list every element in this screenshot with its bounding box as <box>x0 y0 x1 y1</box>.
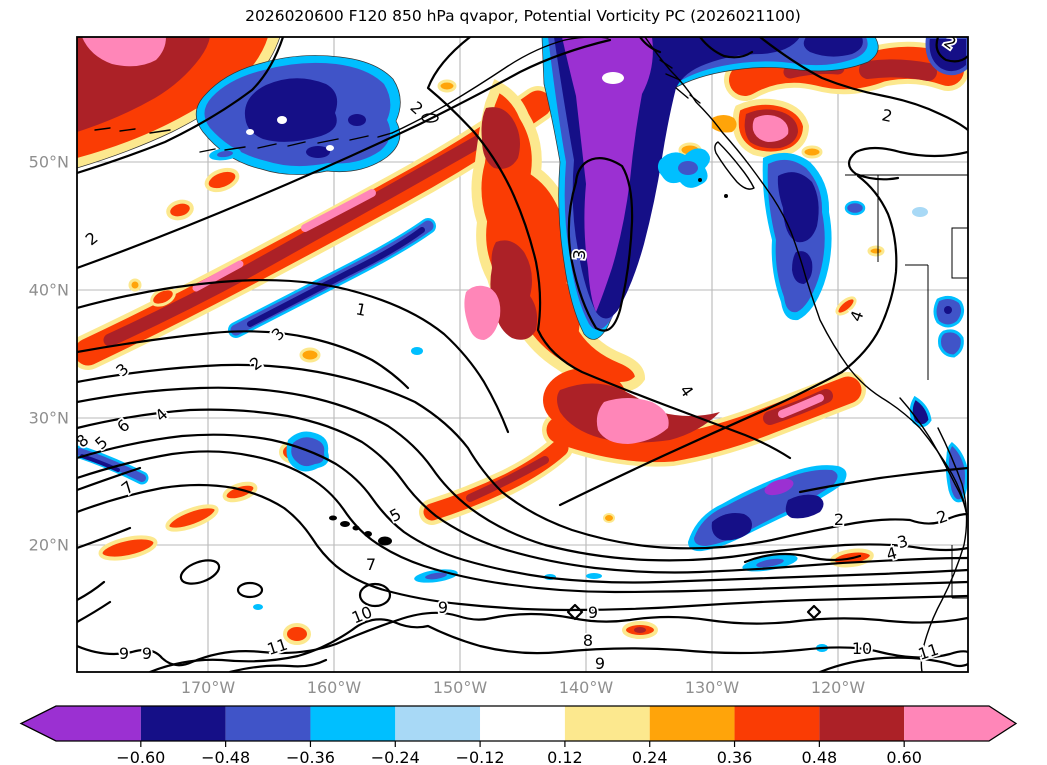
colorbar-tick-label: 0.60 <box>886 748 922 765</box>
shaded-region-purple-negative-band <box>541 37 879 340</box>
colorbar-tick-label: −0.60 <box>116 748 165 765</box>
contour-value-label: 8 <box>583 631 593 650</box>
colorbar-segment <box>395 706 481 741</box>
shaded-region-diagonal-positive-band <box>77 86 556 370</box>
contour-value-label: 10 <box>852 639 872 658</box>
shaded-region-cyan-x <box>657 148 710 188</box>
colorbar-segment <box>140 706 226 741</box>
lon-tick-label: 160°W <box>307 678 362 697</box>
contour-value-label: 9 <box>588 603 598 622</box>
contour-value-label: 9 <box>142 644 152 663</box>
colorbar-segment <box>819 706 905 741</box>
colorbar-segment <box>310 706 396 741</box>
lat-tick-label: 40°N <box>29 281 69 300</box>
contour-lines <box>77 37 968 672</box>
shaded-region-diagonal-negative-band <box>228 218 436 338</box>
shaded-region-topleft-positive <box>77 37 281 169</box>
shaded-region-aleutian-negative <box>195 55 401 175</box>
colorbar-tick-label: 0.36 <box>717 748 753 765</box>
y-axis-labels: 50°N 40°N 30°N 20°N <box>29 153 69 555</box>
colorbar-tick-label: 0.48 <box>802 748 838 765</box>
colorbar-tick-label: −0.48 <box>201 748 250 765</box>
contour-value-label: 9 <box>438 598 448 617</box>
lon-tick-label: 150°W <box>433 678 488 697</box>
plot-frame <box>76 36 969 673</box>
contour-value-label: 2 <box>834 510 844 529</box>
lon-tick-label: 140°W <box>559 678 614 697</box>
colorbar-segment <box>480 706 565 741</box>
coastlines <box>94 37 968 672</box>
chart-title: 2026020600 F120 850 hPa qvapor, Potentia… <box>245 7 801 25</box>
colorbar-segment <box>225 706 311 741</box>
contour-value-label: 9 <box>595 654 605 673</box>
colorbar-segment <box>564 706 650 741</box>
colorbar-tick-label: 0.12 <box>547 748 583 765</box>
shaded-region-central-positive-complex <box>419 78 866 525</box>
contour-value-label: 7 <box>366 555 376 574</box>
colorbar-tick-label: −0.12 <box>456 748 505 765</box>
colorbar-tick-label: 0.24 <box>632 748 668 765</box>
lat-tick-label: 50°N <box>29 153 69 172</box>
lon-tick-label: 170°W <box>181 678 236 697</box>
lon-tick-label: 120°W <box>811 678 866 697</box>
contour-value-label: 3 <box>570 249 590 261</box>
colorbar-segment <box>904 706 1016 741</box>
shaded-region-bc-pink-blob <box>712 98 810 158</box>
colorbar-tick-label: −0.36 <box>286 748 335 765</box>
hawaii-islands <box>329 178 728 546</box>
contour-value-label: 9 <box>119 644 129 663</box>
shaded-region-se-negative-band <box>688 465 847 552</box>
colorbar-outline <box>19 705 1018 742</box>
colorbar-segment <box>21 706 141 741</box>
shaded-region-lowerleft-negative-streak <box>77 445 149 485</box>
lat-tick-label: 30°N <box>29 409 69 428</box>
shaded-region-bc-coastal-negative <box>762 152 832 321</box>
x-axis-labels: 170°W 160°W 150°W 140°W 130°W 120°W <box>181 678 866 697</box>
colorbar-segment <box>649 706 735 741</box>
colorbar-tick-label: −0.24 <box>371 748 420 765</box>
colorbar: −0.60 −0.48 −0.36 −0.24 −0.12 0.12 0.24 0.36 0.4… <box>19 705 1018 765</box>
lat-tick-label: 20°N <box>29 536 69 555</box>
lon-tick-label: 130°W <box>685 678 740 697</box>
colorbar-segment <box>734 706 820 741</box>
